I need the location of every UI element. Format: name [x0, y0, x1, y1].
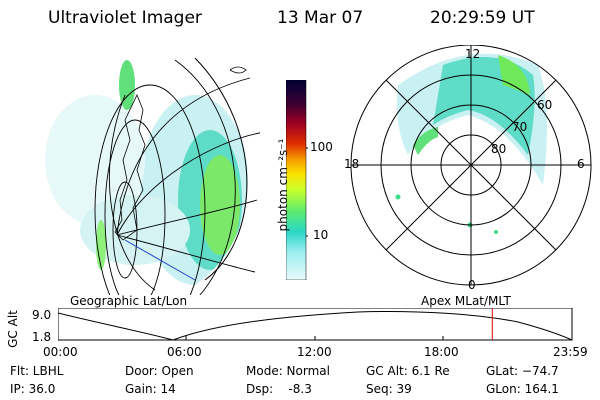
geo-map-label: Geographic Lat/Lon	[70, 294, 188, 308]
mlat-label-70: 70	[512, 120, 528, 134]
seq-info: Seq: 39	[366, 382, 412, 396]
colorbar	[286, 80, 308, 280]
altitude-curve	[58, 310, 573, 341]
mlt-label-0: 0	[468, 278, 476, 292]
gain-info: Gain: 14	[125, 382, 176, 396]
filter-info: Flt: LBHL	[10, 364, 64, 378]
ip-info: IP: 36.0	[10, 382, 56, 396]
instrument-title: Ultraviolet Imager	[48, 8, 202, 28]
terminator-line	[124, 239, 196, 281]
alt-xtick-2359: 23:59	[553, 345, 588, 359]
dsp-info: Dsp: -8.3	[246, 382, 312, 396]
date-label: 13 Mar 07	[277, 8, 364, 28]
mlt-label-12: 12	[465, 47, 481, 61]
glon-info: GLon: 164.1	[486, 382, 559, 396]
polar-grid	[350, 45, 592, 286]
mlt-label-18: 18	[344, 157, 360, 171]
mlt-label-6: 6	[577, 157, 585, 171]
alt-xtick-0000: 00:00	[43, 345, 78, 359]
altitude-plot	[58, 308, 573, 341]
glat-info: GLat: −74.7	[486, 364, 559, 378]
time-label: 20:29:59 UT	[430, 8, 535, 28]
colorbar-unit: photon cm⁻²s⁻¹	[276, 138, 290, 232]
polar-plot	[350, 45, 592, 286]
alt-xtick-1200: 12:00	[297, 345, 332, 359]
mlat-label-60: 60	[537, 98, 553, 112]
alt-ylabel: GC Alt	[5, 310, 20, 348]
geo-aurora-image	[45, 60, 248, 285]
mode-info: Mode: Normal	[246, 364, 330, 378]
coastline	[114, 94, 146, 241]
colorbar-tick-100: 100	[310, 140, 333, 154]
alt-ytick-1.8: 1.8	[32, 330, 52, 344]
gc-alt-info: GC Alt: 6.1 Re	[366, 364, 450, 378]
alt-ytick-9: 9.0	[32, 308, 52, 322]
alt-xtick-0600: 06:00	[167, 345, 202, 359]
door-info: Door: Open	[125, 364, 194, 378]
polar-label: Apex MLat/MLT	[421, 294, 511, 308]
mlat-label-80: 80	[491, 142, 507, 156]
geographic-map	[45, 57, 260, 295]
alt-xtick-1800: 18:00	[424, 345, 459, 359]
colorbar-tick-10: 10	[313, 228, 329, 242]
